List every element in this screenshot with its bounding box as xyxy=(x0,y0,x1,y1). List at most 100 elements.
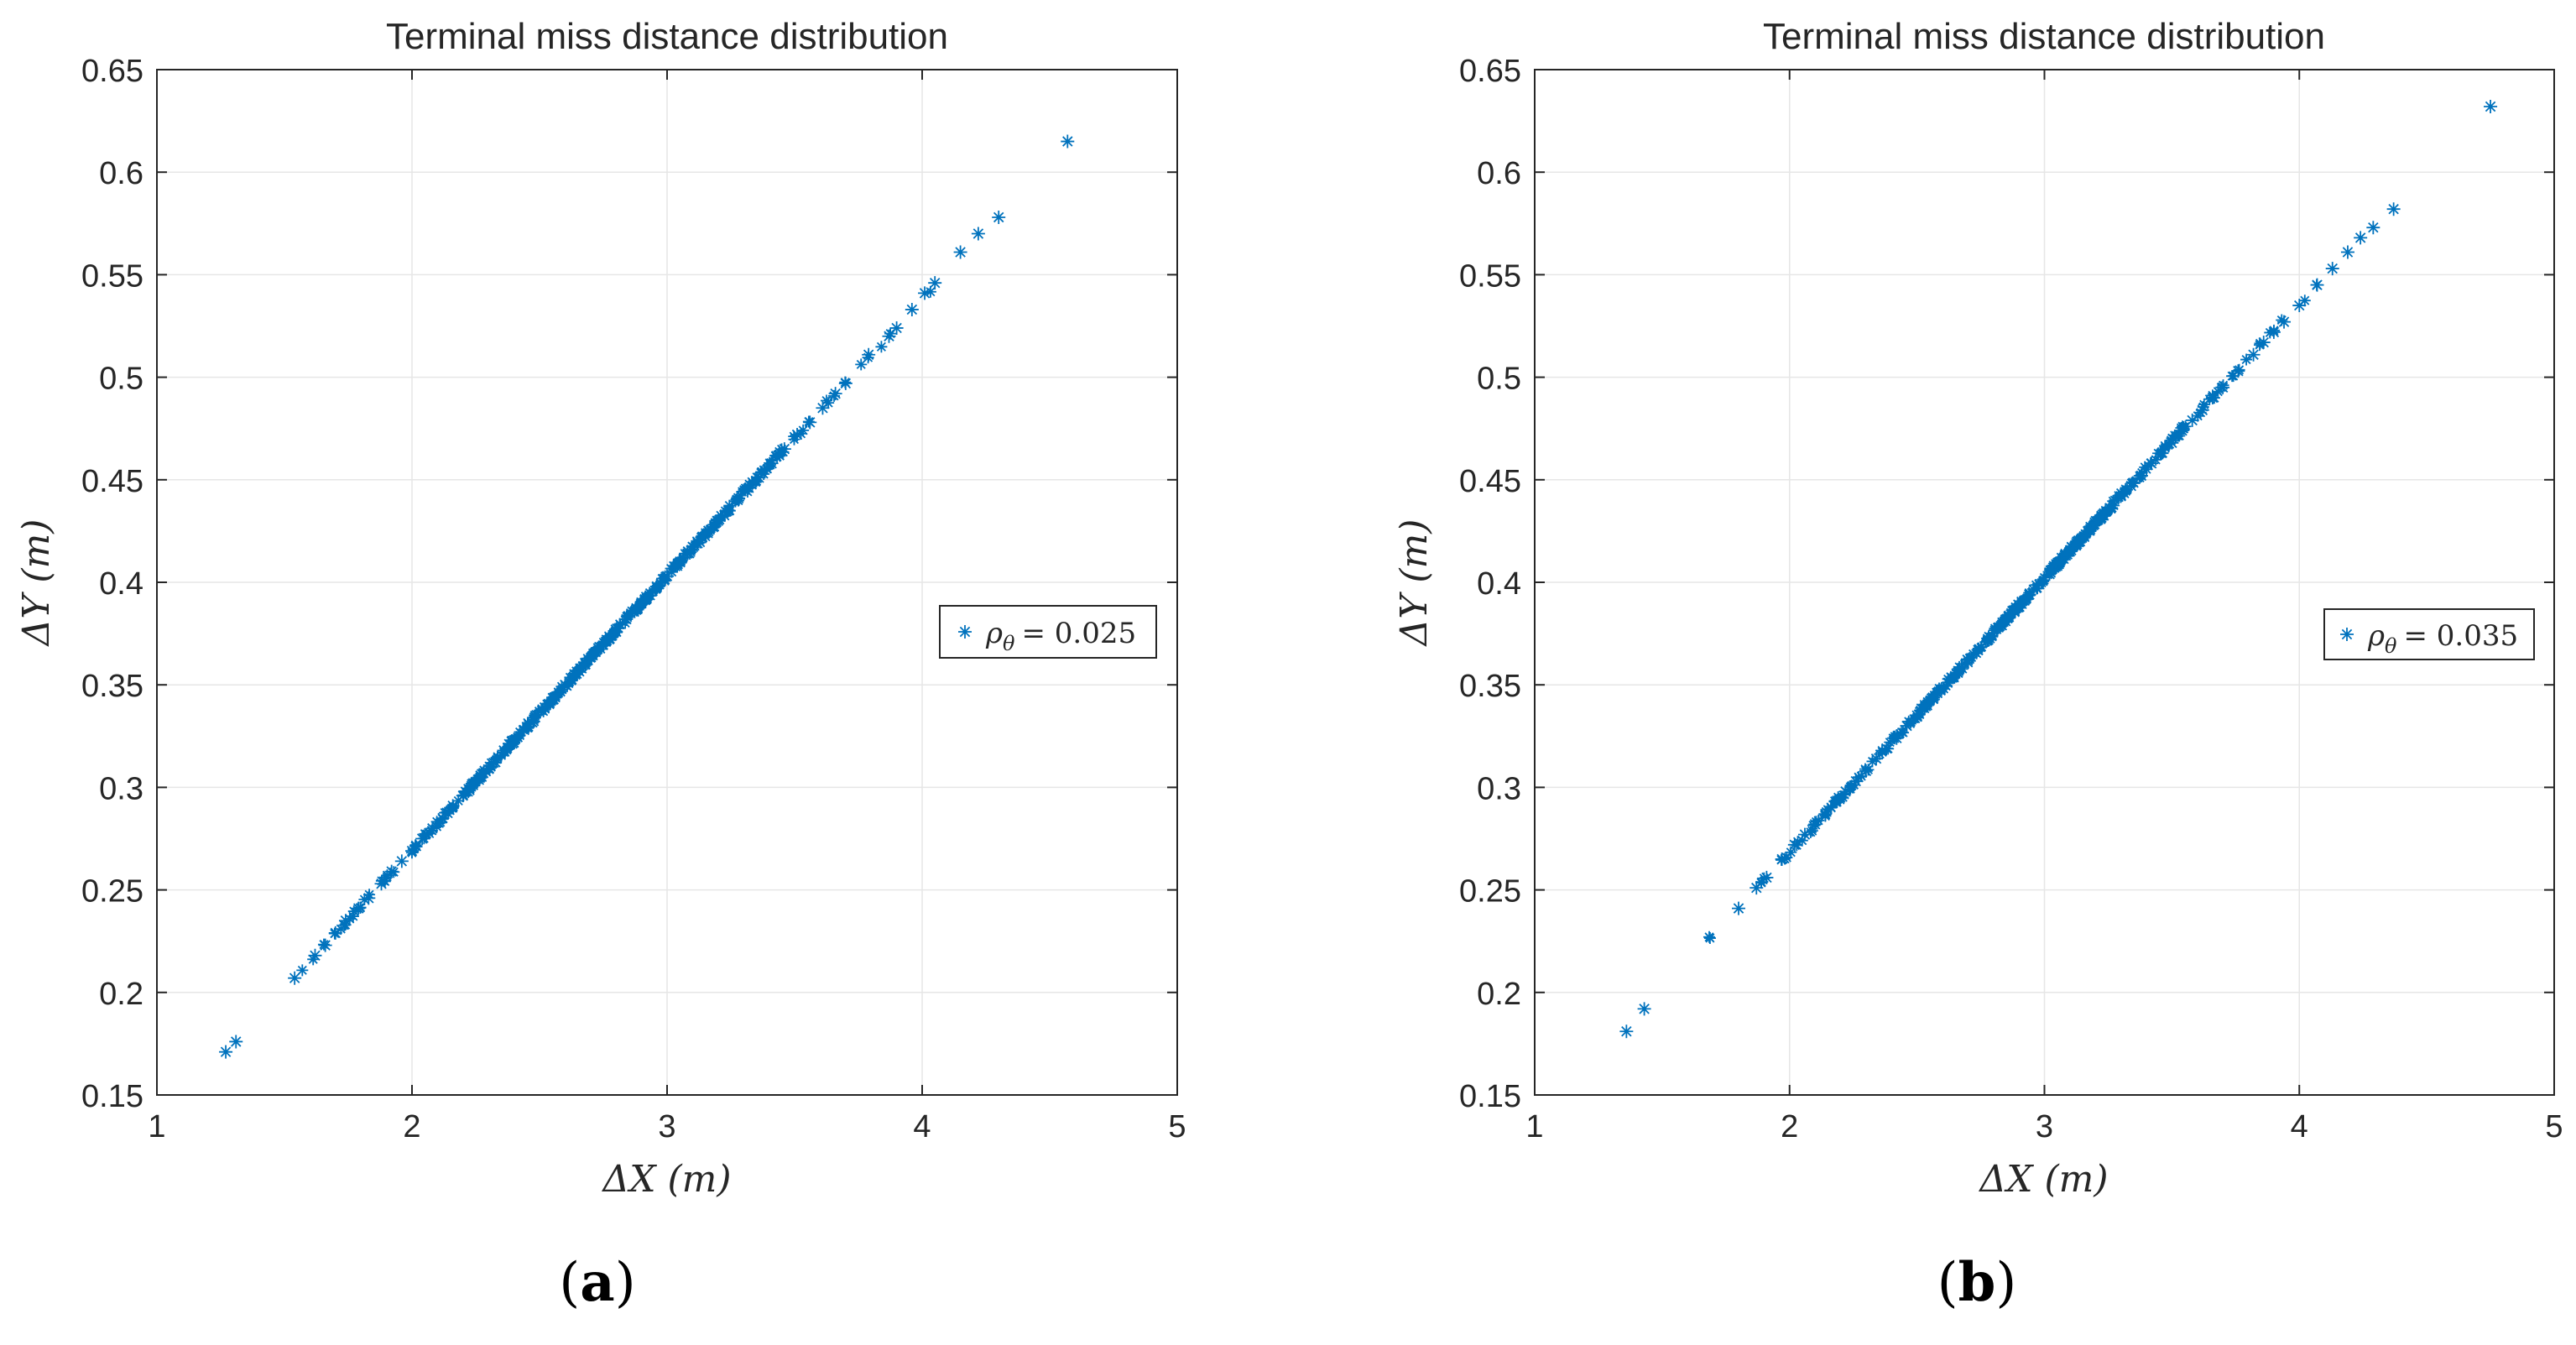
x-tick-label: 4 xyxy=(913,1109,931,1144)
data-point xyxy=(1732,901,1745,915)
data-point xyxy=(1796,834,1808,847)
chart-title: Terminal miss distance distribution xyxy=(386,16,948,57)
x-tick-labels: 1 2 3 4 5 xyxy=(148,1109,1186,1144)
data-point xyxy=(624,607,637,619)
data-point xyxy=(732,491,746,505)
legend-marker-glyph xyxy=(958,625,972,639)
y-tick-labels: 0.15 0.2 0.25 0.3 0.35 0.4 0.45 0.5 0.55 0.6 0.65 xyxy=(1459,54,1521,1114)
legend-symbol: ρ xyxy=(985,617,1003,650)
data-point xyxy=(2062,545,2077,559)
y-tick-label: 0.2 xyxy=(1477,977,1521,1012)
legend-label: ρθ = 0.025 xyxy=(985,617,1136,655)
data-point xyxy=(352,901,366,915)
x-tick-label: 1 xyxy=(148,1109,165,1144)
data-point xyxy=(2073,534,2088,549)
data-point xyxy=(1859,764,1873,778)
data-point xyxy=(1859,763,1871,775)
data-point xyxy=(2134,468,2148,482)
data-point xyxy=(2197,400,2209,413)
data-point xyxy=(694,536,707,549)
y-tick-label: 0.25 xyxy=(1459,874,1521,910)
data-point xyxy=(1785,846,1797,858)
data-point xyxy=(2120,482,2132,495)
data-point xyxy=(527,711,541,725)
data-point xyxy=(442,807,455,820)
data-point xyxy=(2083,522,2098,536)
y-axis-label: ΔY (m) xyxy=(15,519,58,648)
data-point xyxy=(1838,785,1853,799)
data-point xyxy=(660,569,674,583)
data-point xyxy=(1940,680,1953,692)
y-tick-label: 0.15 xyxy=(81,1079,143,1114)
data-point xyxy=(1703,932,1716,945)
data-point xyxy=(464,783,477,795)
y-tick-label: 0.6 xyxy=(99,156,143,191)
data-markers xyxy=(219,134,1075,1059)
data-point xyxy=(2198,399,2210,411)
data-point xyxy=(307,953,320,966)
y-axis-label: ΔY (m) xyxy=(1393,519,1436,648)
data-point xyxy=(540,698,553,711)
data-point xyxy=(308,948,322,962)
data-point xyxy=(2015,595,2027,607)
data-point xyxy=(548,690,562,704)
data-point xyxy=(2021,592,2033,605)
data-point xyxy=(538,701,552,715)
data-point xyxy=(1989,622,2001,634)
y-tick-label: 0.55 xyxy=(81,258,143,294)
data-point xyxy=(288,971,302,985)
data-point xyxy=(2227,370,2240,383)
data-point xyxy=(2000,615,2012,628)
data-point xyxy=(2032,577,2047,592)
data-point xyxy=(649,579,664,593)
data-point xyxy=(2266,325,2281,339)
y-tick-label: 0.65 xyxy=(1459,54,1521,89)
data-point xyxy=(1951,665,1965,680)
data-point xyxy=(696,531,709,544)
data-point xyxy=(425,821,440,836)
data-point xyxy=(665,562,677,575)
data-point xyxy=(686,540,698,553)
data-point xyxy=(1061,134,1075,149)
data-point xyxy=(1935,685,1948,697)
data-point xyxy=(219,1045,233,1059)
data-point xyxy=(1880,741,1894,755)
chart-title: Terminal miss distance distribution xyxy=(1763,16,2325,57)
data-point xyxy=(905,302,919,316)
x-tick-label: 2 xyxy=(1781,1109,1798,1144)
data-point xyxy=(1869,752,1884,766)
data-point xyxy=(828,387,842,401)
data-point xyxy=(2277,315,2292,329)
data-point xyxy=(609,624,623,639)
data-point xyxy=(2001,610,2015,624)
data-point xyxy=(822,397,835,409)
data-point xyxy=(1849,774,1863,789)
data-point xyxy=(1749,881,1764,895)
data-point xyxy=(1637,1002,1651,1016)
data-point xyxy=(338,914,352,928)
data-point xyxy=(592,641,604,654)
data-point xyxy=(1760,870,1774,884)
data-point xyxy=(711,513,725,528)
x-tick-label: 4 xyxy=(2291,1109,2308,1144)
data-point xyxy=(2038,571,2051,584)
data-point xyxy=(1900,719,1914,733)
data-point xyxy=(2256,336,2271,350)
data-point xyxy=(2107,495,2120,508)
data-point xyxy=(1834,792,1847,805)
y-tick-label: 0.45 xyxy=(1459,464,1521,499)
data-point xyxy=(504,739,517,752)
data-point xyxy=(430,816,443,828)
data-point xyxy=(466,776,480,790)
data-point xyxy=(777,442,791,456)
data-point xyxy=(1897,727,1910,739)
y-tick-label: 0.55 xyxy=(1459,258,1521,294)
panel-label-a: (a) xyxy=(559,1251,635,1314)
data-point xyxy=(347,905,360,918)
data-point xyxy=(456,789,470,803)
data-point xyxy=(2052,555,2067,569)
data-point xyxy=(629,602,644,616)
data-point xyxy=(1915,701,1927,714)
data-point xyxy=(2246,347,2261,362)
data-point xyxy=(435,811,450,826)
